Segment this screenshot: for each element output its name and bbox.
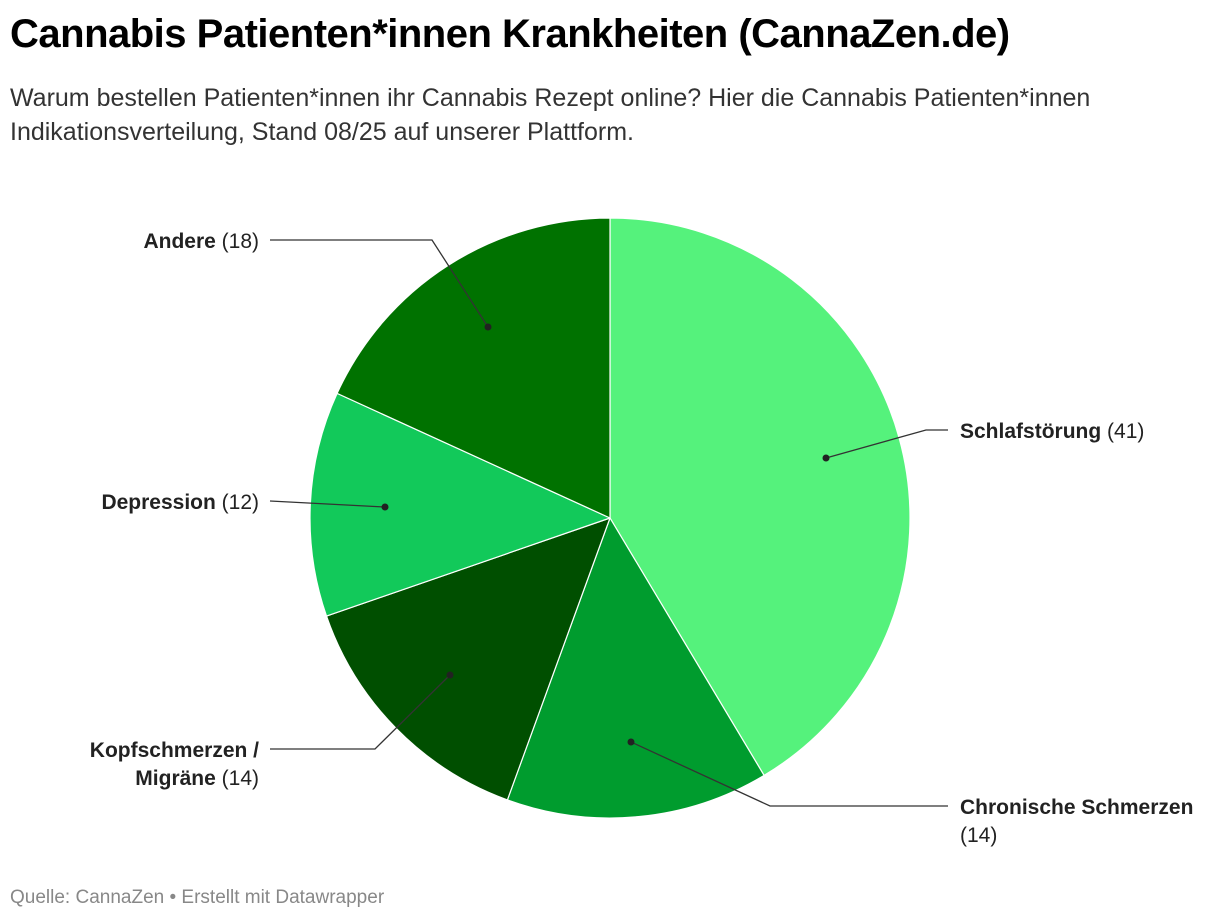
slice-label-category: Depression	[101, 491, 215, 514]
slice-label-category: Andere	[143, 230, 215, 253]
pie-slice-chronische-schmerzen	[506, 517, 765, 819]
slice-label-value: (14)	[216, 767, 259, 790]
slice-label-value: (41)	[1101, 420, 1144, 443]
slice-label-category: Kopfschmerzen /	[90, 739, 259, 762]
leader-line	[630, 741, 948, 807]
slice-label-value: (12)	[216, 491, 259, 514]
slice-label: Migräne (14)	[135, 767, 259, 790]
leader-dot	[627, 738, 635, 746]
slice-label-category: Chronische Schmerzen	[960, 796, 1193, 819]
leader-dot	[446, 671, 454, 679]
slice-label: Andere (18)	[143, 230, 259, 253]
slice-label-value: (18)	[216, 230, 259, 253]
pie-slices	[309, 217, 911, 819]
slice-labels: Schlafstörung (41) Chronische Schmerzen (1…	[90, 230, 1194, 847]
source-footer: Quelle: CannaZen • Erstellt mit Datawrap…	[10, 887, 385, 908]
leader-dot	[381, 503, 389, 511]
chart-subtitle: Warum bestellen Patienten*innen ihr Cann…	[10, 84, 1091, 146]
leader-line	[270, 674, 451, 750]
leader-line	[270, 239, 489, 328]
chart-title: Cannabis Patienten*innen Krankheiten (Ca…	[10, 12, 1010, 56]
leader-lines	[269, 239, 948, 807]
leader-line	[825, 429, 948, 459]
slice-label: Kopfschmerzen /	[90, 739, 259, 762]
slice-label-category: Migräne	[135, 767, 216, 790]
leader-line	[269, 500, 386, 508]
slice-label-value: (14)	[960, 824, 997, 847]
slice-label: Chronische Schmerzen	[960, 796, 1193, 819]
leader-dot	[822, 454, 830, 462]
slice-label-category: Schlafstörung	[960, 420, 1101, 443]
slice-label: Depression (12)	[101, 491, 259, 514]
slice-label: Schlafstörung (41)	[960, 420, 1144, 443]
leader-dot	[484, 323, 492, 331]
slice-label: (14)	[960, 824, 997, 847]
